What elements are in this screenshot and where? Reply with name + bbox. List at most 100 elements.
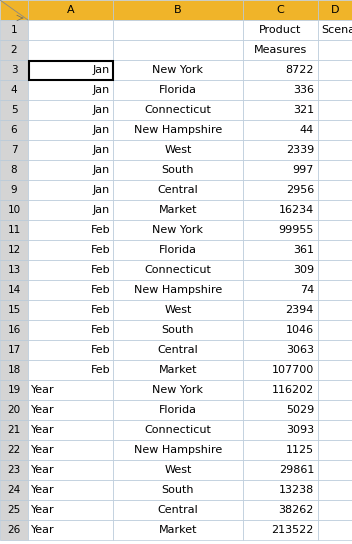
- Bar: [243, 240, 318, 260]
- Bar: [113, 280, 243, 300]
- Bar: [243, 380, 318, 400]
- Bar: [318, 280, 352, 300]
- Bar: [0, 280, 28, 300]
- Text: New Hampshire: New Hampshire: [134, 445, 222, 455]
- Text: 14: 14: [7, 285, 21, 295]
- Text: Product: Product: [259, 25, 302, 35]
- Bar: [28, 340, 113, 360]
- Text: 10: 10: [7, 205, 20, 215]
- Bar: [28, 80, 113, 100]
- Bar: [28, 520, 113, 540]
- Bar: [113, 0, 243, 20]
- Bar: [113, 300, 243, 320]
- Bar: [113, 140, 243, 160]
- Bar: [243, 140, 318, 160]
- Bar: [28, 40, 113, 60]
- Text: 18: 18: [7, 365, 21, 375]
- Bar: [0, 260, 28, 280]
- Bar: [243, 200, 318, 220]
- Text: 4: 4: [11, 85, 17, 95]
- Bar: [243, 180, 318, 200]
- Text: Measures: Measures: [254, 45, 307, 55]
- Text: 1046: 1046: [286, 325, 314, 335]
- Text: Year: Year: [31, 385, 55, 395]
- Text: Jan: Jan: [93, 125, 110, 135]
- Text: Feb: Feb: [90, 265, 110, 275]
- Bar: [318, 220, 352, 240]
- Bar: [318, 460, 352, 480]
- Bar: [243, 40, 318, 60]
- Bar: [0, 120, 28, 140]
- Bar: [243, 20, 318, 40]
- Text: Market: Market: [159, 525, 197, 535]
- Text: Feb: Feb: [90, 225, 110, 235]
- Text: Central: Central: [158, 345, 199, 355]
- Text: 22: 22: [7, 445, 21, 455]
- Bar: [243, 280, 318, 300]
- Bar: [28, 500, 113, 520]
- Bar: [113, 120, 243, 140]
- Bar: [0, 0, 28, 20]
- Text: D: D: [331, 5, 339, 15]
- Bar: [0, 240, 28, 260]
- Bar: [28, 180, 113, 200]
- Text: Market: Market: [159, 205, 197, 215]
- Bar: [113, 340, 243, 360]
- Text: 29861: 29861: [279, 465, 314, 475]
- Text: West: West: [164, 305, 192, 315]
- Text: Year: Year: [31, 465, 55, 475]
- Text: 11: 11: [7, 225, 21, 235]
- Bar: [318, 300, 352, 320]
- Text: 6: 6: [11, 125, 17, 135]
- Text: South: South: [162, 165, 194, 175]
- Bar: [113, 440, 243, 460]
- Bar: [0, 340, 28, 360]
- Text: 3063: 3063: [286, 345, 314, 355]
- Text: 5029: 5029: [286, 405, 314, 415]
- Bar: [0, 460, 28, 480]
- Text: Market: Market: [159, 365, 197, 375]
- Bar: [0, 160, 28, 180]
- Text: 3: 3: [11, 65, 17, 75]
- Text: 12: 12: [7, 245, 21, 255]
- Bar: [243, 160, 318, 180]
- Bar: [0, 440, 28, 460]
- Text: Florida: Florida: [159, 245, 197, 255]
- Text: Connecticut: Connecticut: [145, 425, 212, 435]
- Text: Feb: Feb: [90, 365, 110, 375]
- Text: Feb: Feb: [90, 285, 110, 295]
- Bar: [113, 160, 243, 180]
- Text: 25: 25: [7, 505, 21, 515]
- Bar: [28, 440, 113, 460]
- Bar: [28, 120, 113, 140]
- Bar: [243, 260, 318, 280]
- Bar: [0, 140, 28, 160]
- Bar: [0, 480, 28, 500]
- Bar: [318, 60, 352, 80]
- Bar: [318, 80, 352, 100]
- Bar: [243, 100, 318, 120]
- Text: Feb: Feb: [90, 245, 110, 255]
- Bar: [113, 80, 243, 100]
- Bar: [0, 220, 28, 240]
- Text: 13: 13: [7, 265, 21, 275]
- Text: New York: New York: [152, 225, 203, 235]
- Bar: [243, 120, 318, 140]
- Bar: [318, 120, 352, 140]
- Text: New Hampshire: New Hampshire: [134, 125, 222, 135]
- Text: 16: 16: [7, 325, 21, 335]
- Bar: [318, 400, 352, 420]
- Text: 24: 24: [7, 485, 21, 495]
- Bar: [113, 260, 243, 280]
- Bar: [28, 260, 113, 280]
- Bar: [113, 320, 243, 340]
- Bar: [0, 520, 28, 540]
- Bar: [318, 200, 352, 220]
- Bar: [0, 200, 28, 220]
- Bar: [243, 500, 318, 520]
- Text: Jan: Jan: [93, 145, 110, 155]
- Text: Feb: Feb: [90, 345, 110, 355]
- Text: Central: Central: [158, 185, 199, 195]
- Text: 309: 309: [293, 265, 314, 275]
- Bar: [28, 480, 113, 500]
